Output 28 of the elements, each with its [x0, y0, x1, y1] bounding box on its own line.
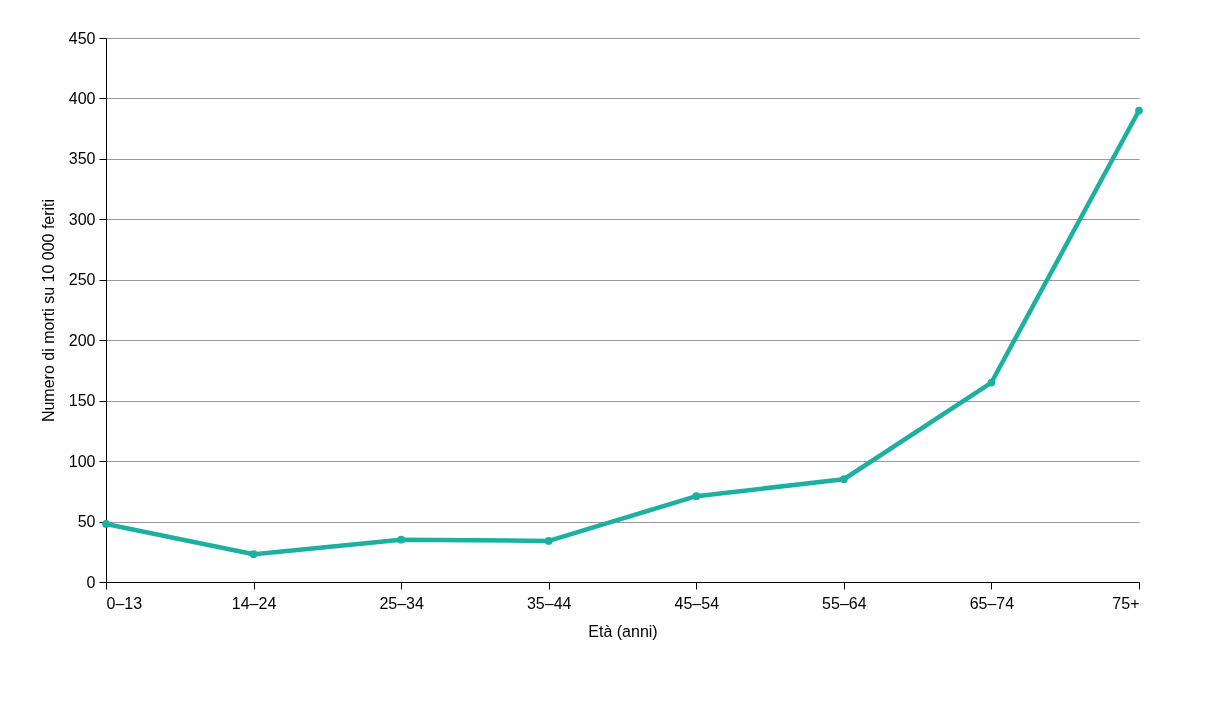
x-tick-label: 0–13	[106, 594, 143, 612]
point	[544, 537, 553, 545]
x-tick-label: 14–24	[231, 594, 277, 612]
y-tick-label: 200	[68, 331, 96, 349]
point	[839, 475, 848, 484]
y-tick-label: 250	[68, 271, 96, 289]
x-tick-label: 25–34	[379, 594, 424, 612]
point	[397, 535, 406, 544]
point	[249, 550, 258, 559]
point	[1135, 106, 1143, 115]
x-tick-label: 55–64	[822, 594, 867, 612]
y-tick-label: 350	[68, 150, 96, 168]
y-tick-label: 100	[68, 452, 96, 470]
point	[987, 378, 996, 387]
x-tick-label: 45–54	[674, 594, 720, 612]
y-tick-label: 50	[77, 513, 96, 531]
y-tick-label: 150	[68, 392, 96, 410]
point	[692, 492, 701, 501]
y-tick-label: 0	[86, 573, 96, 591]
y-tick-label: 300	[68, 210, 96, 228]
y-tick-label: 450	[68, 29, 96, 47]
y-axis-title: Numero di morti su 10 000 feriti	[39, 198, 57, 423]
point	[102, 520, 110, 528]
x-tick-label: 35–44	[526, 594, 572, 612]
x-tick-label: 75+	[1112, 594, 1140, 612]
x-tick-label: 65–74	[969, 594, 1015, 612]
y-tick-label: 400	[68, 89, 96, 107]
x-axis-title: Età (anni)	[588, 622, 658, 640]
